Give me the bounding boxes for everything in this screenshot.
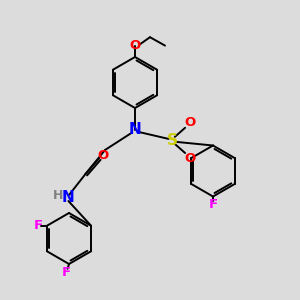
Text: O: O [184,116,196,129]
Text: N: N [62,190,75,206]
Text: N: N [129,122,141,137]
Text: O: O [129,39,141,52]
Text: F: F [33,219,43,232]
Text: O: O [97,149,108,163]
Text: H: H [53,189,64,202]
Text: S: S [167,133,178,148]
Text: O: O [184,152,196,165]
Text: F: F [61,266,70,279]
Text: F: F [208,198,217,212]
